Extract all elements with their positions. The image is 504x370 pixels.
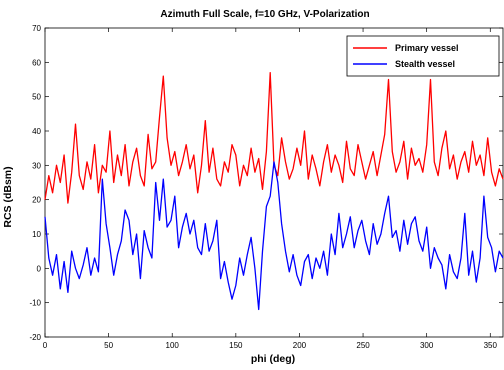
y-tick-label: 60 [32,58,41,67]
y-tick-label: 50 [32,93,41,102]
legend-label: Stealth vessel [395,59,455,69]
x-axis-label: phi (deg) [251,353,295,365]
y-tick-label: 30 [32,161,41,170]
y-tick-label: 70 [32,24,41,33]
series-line-stealth-vessel [44,161,504,311]
y-tick-label: -10 [29,299,41,308]
y-tick-label: 10 [32,230,41,239]
x-tick-label: 350 [484,341,498,350]
y-tick-label: 40 [32,127,41,136]
axis-ticks: 0 50 100 150 200 250 300 350 -20 -10 0 10 20 30 40 50 60… [29,24,503,350]
x-tick-label: 100 [166,341,180,350]
legend-label: Primary vessel [395,43,459,53]
x-tick-label: 50 [104,341,113,350]
x-tick-label: 200 [293,341,307,350]
chart-title: Azimuth Full Scale, f=10 GHz, V-Polariza… [160,9,369,20]
legend: Primary vessel Stealth vessel [346,35,500,77]
plot-border [44,27,504,338]
series-line-primary-vessel [44,71,504,204]
y-tick-label: 0 [37,264,42,273]
y-axis-label: RCS (dBsm) [2,166,14,227]
y-tick-label: 20 [32,196,41,205]
x-tick-label: 0 [43,341,48,350]
x-tick-label: 150 [229,341,243,350]
series-layer [44,71,504,311]
x-tick-label: 250 [356,341,370,350]
legend-box [346,35,500,77]
y-tick-label: -20 [29,333,41,342]
plot-frame [44,27,504,338]
x-tick-label: 300 [420,341,434,350]
